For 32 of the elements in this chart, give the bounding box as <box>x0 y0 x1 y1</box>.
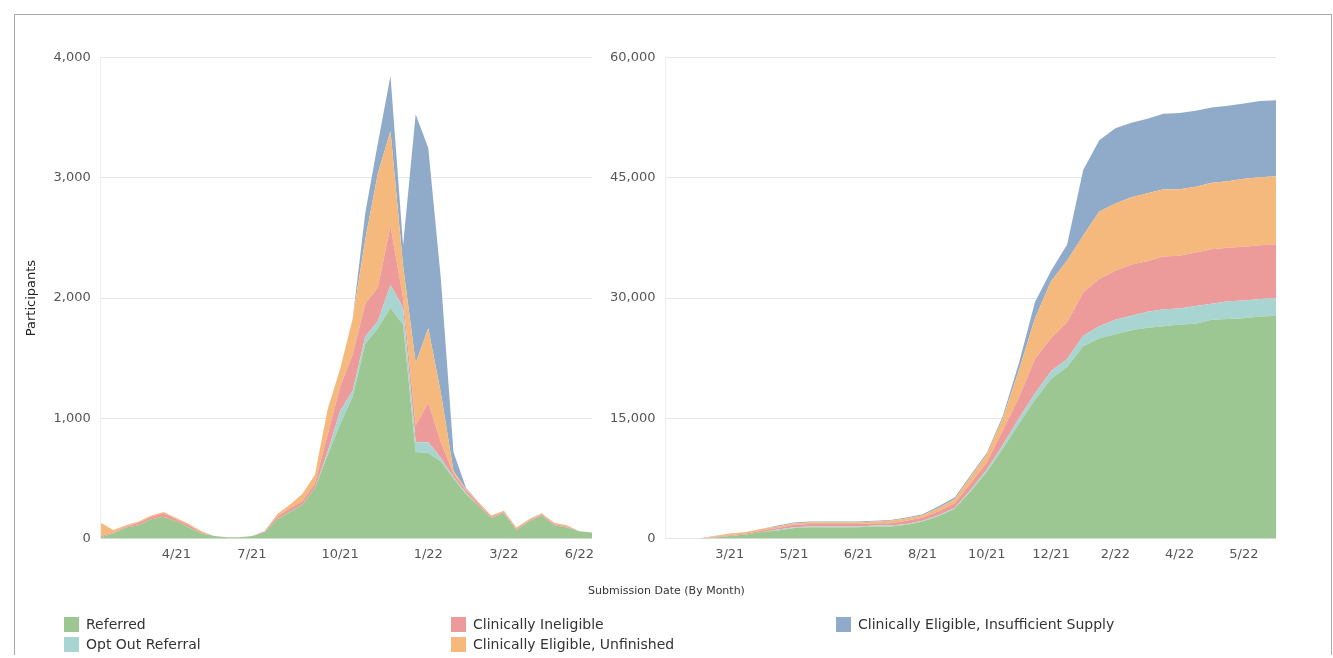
y-tick-label: 0 <box>82 529 91 545</box>
y-axis-title: Participants <box>23 259 39 337</box>
legend-label: Clinically Ineligible <box>473 616 604 632</box>
legend-label: Referred <box>86 616 146 632</box>
legend-label: Clinically Eligible, Insufficient Supply <box>858 616 1115 632</box>
x-tick-label: 7/21 <box>237 545 267 561</box>
x-tick-label: 5/22 <box>1229 545 1259 561</box>
x-tick-label: 6/22 <box>564 545 595 561</box>
x-tick-label: 2/22 <box>1100 545 1130 561</box>
x-tick-label: 10/21 <box>968 545 1006 561</box>
y-tick-label: 2,000 <box>53 289 91 305</box>
y-tick-label: 3,000 <box>53 169 91 185</box>
y-tick-label: 30,000 <box>609 289 656 305</box>
x-tick-label: 6/21 <box>843 545 873 561</box>
y-tick-label: 1,000 <box>53 409 91 425</box>
x-tick-label: 5/21 <box>779 545 809 561</box>
x-tick-label: 4/21 <box>161 545 191 561</box>
x-tick-label: 12/21 <box>1032 545 1070 561</box>
y-tick-label: 15,000 <box>609 409 656 425</box>
x-axis-title: Submission Date (By Month) <box>587 584 746 597</box>
legend-label: Clinically Eligible, Unfinished <box>473 636 675 652</box>
legend-label: Opt Out Referral <box>86 636 201 652</box>
x-tick-label: 1/22 <box>413 545 443 561</box>
x-tick-label: 4/22 <box>1165 545 1195 561</box>
x-tick-label: 3/22 <box>489 545 519 561</box>
y-tick-label: 4,000 <box>53 49 91 65</box>
x-tick-label: 8/21 <box>907 545 938 561</box>
x-tick-label: 3/21 <box>715 545 745 561</box>
y-tick-label: 60,000 <box>609 49 656 65</box>
x-tick-label: 10/21 <box>321 545 359 561</box>
y-tick-label: 45,000 <box>609 169 656 185</box>
y-tick-label: 0 <box>647 529 656 545</box>
